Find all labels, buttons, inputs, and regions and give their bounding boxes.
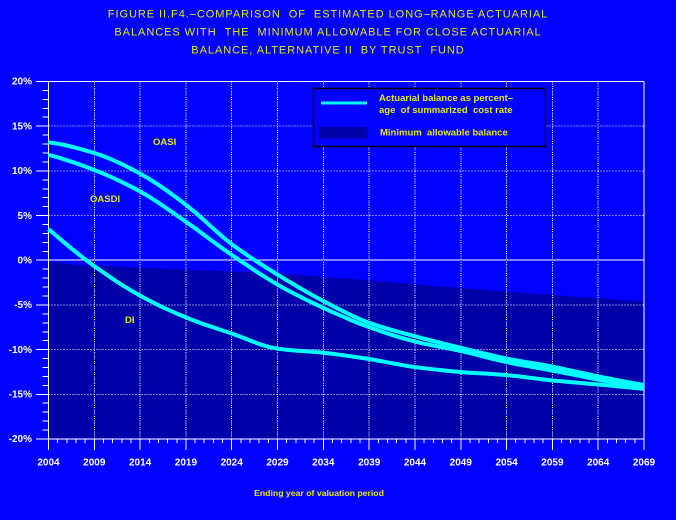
svg-text:2004: 2004 — [37, 458, 60, 469]
svg-text:2029: 2029 — [266, 458, 289, 469]
svg-text:2054: 2054 — [495, 458, 518, 469]
svg-text:10%: 10% — [12, 166, 32, 177]
svg-text:2034: 2034 — [312, 458, 335, 469]
svg-text:2049: 2049 — [450, 458, 473, 469]
svg-text:2019: 2019 — [175, 458, 198, 469]
svg-text:OASI: OASI — [153, 137, 176, 148]
svg-text:OASDI: OASDI — [90, 194, 120, 205]
svg-text:BALANCE, ALTERNATIVE II BY TR: BALANCE, ALTERNATIVE II BY TRUST FUND — [191, 45, 464, 57]
svg-text:BALANCES WITH THE MINIMUM AL: BALANCES WITH THE MINIMUM ALLOWABLE FOR … — [114, 27, 541, 39]
svg-text:2014: 2014 — [129, 458, 152, 469]
svg-text:2069: 2069 — [633, 458, 656, 469]
svg-text:-15%: -15% — [9, 390, 32, 401]
svg-text:Actuarial balance as percent–: Actuarial balance as percent– — [379, 93, 513, 104]
svg-text:2064: 2064 — [587, 458, 610, 469]
svg-text:15%: 15% — [12, 121, 32, 132]
svg-text:2039: 2039 — [358, 458, 381, 469]
svg-text:0%: 0% — [18, 255, 33, 266]
svg-text:20%: 20% — [12, 77, 32, 88]
svg-text:FIGURE II.F4.–COMPARISON OF: FIGURE II.F4.–COMPARISON OF ESTIMATED LO… — [108, 9, 548, 21]
svg-text:2044: 2044 — [404, 458, 427, 469]
svg-text:Minimum allowable balance: Minimum allowable balance — [380, 128, 508, 139]
svg-text:2059: 2059 — [541, 458, 564, 469]
svg-text:2009: 2009 — [83, 458, 106, 469]
svg-text:-20%: -20% — [9, 434, 32, 445]
svg-text:DI: DI — [125, 315, 135, 326]
svg-text:5%: 5% — [18, 211, 33, 222]
svg-text:-5%: -5% — [14, 300, 32, 311]
svg-text:age of summarized cost rate: age of summarized cost rate — [379, 105, 513, 116]
svg-text:-10%: -10% — [9, 345, 32, 356]
svg-text:Ending year of valuation perio: Ending year of valuation period — [254, 488, 384, 498]
svg-text:2024: 2024 — [221, 458, 244, 469]
